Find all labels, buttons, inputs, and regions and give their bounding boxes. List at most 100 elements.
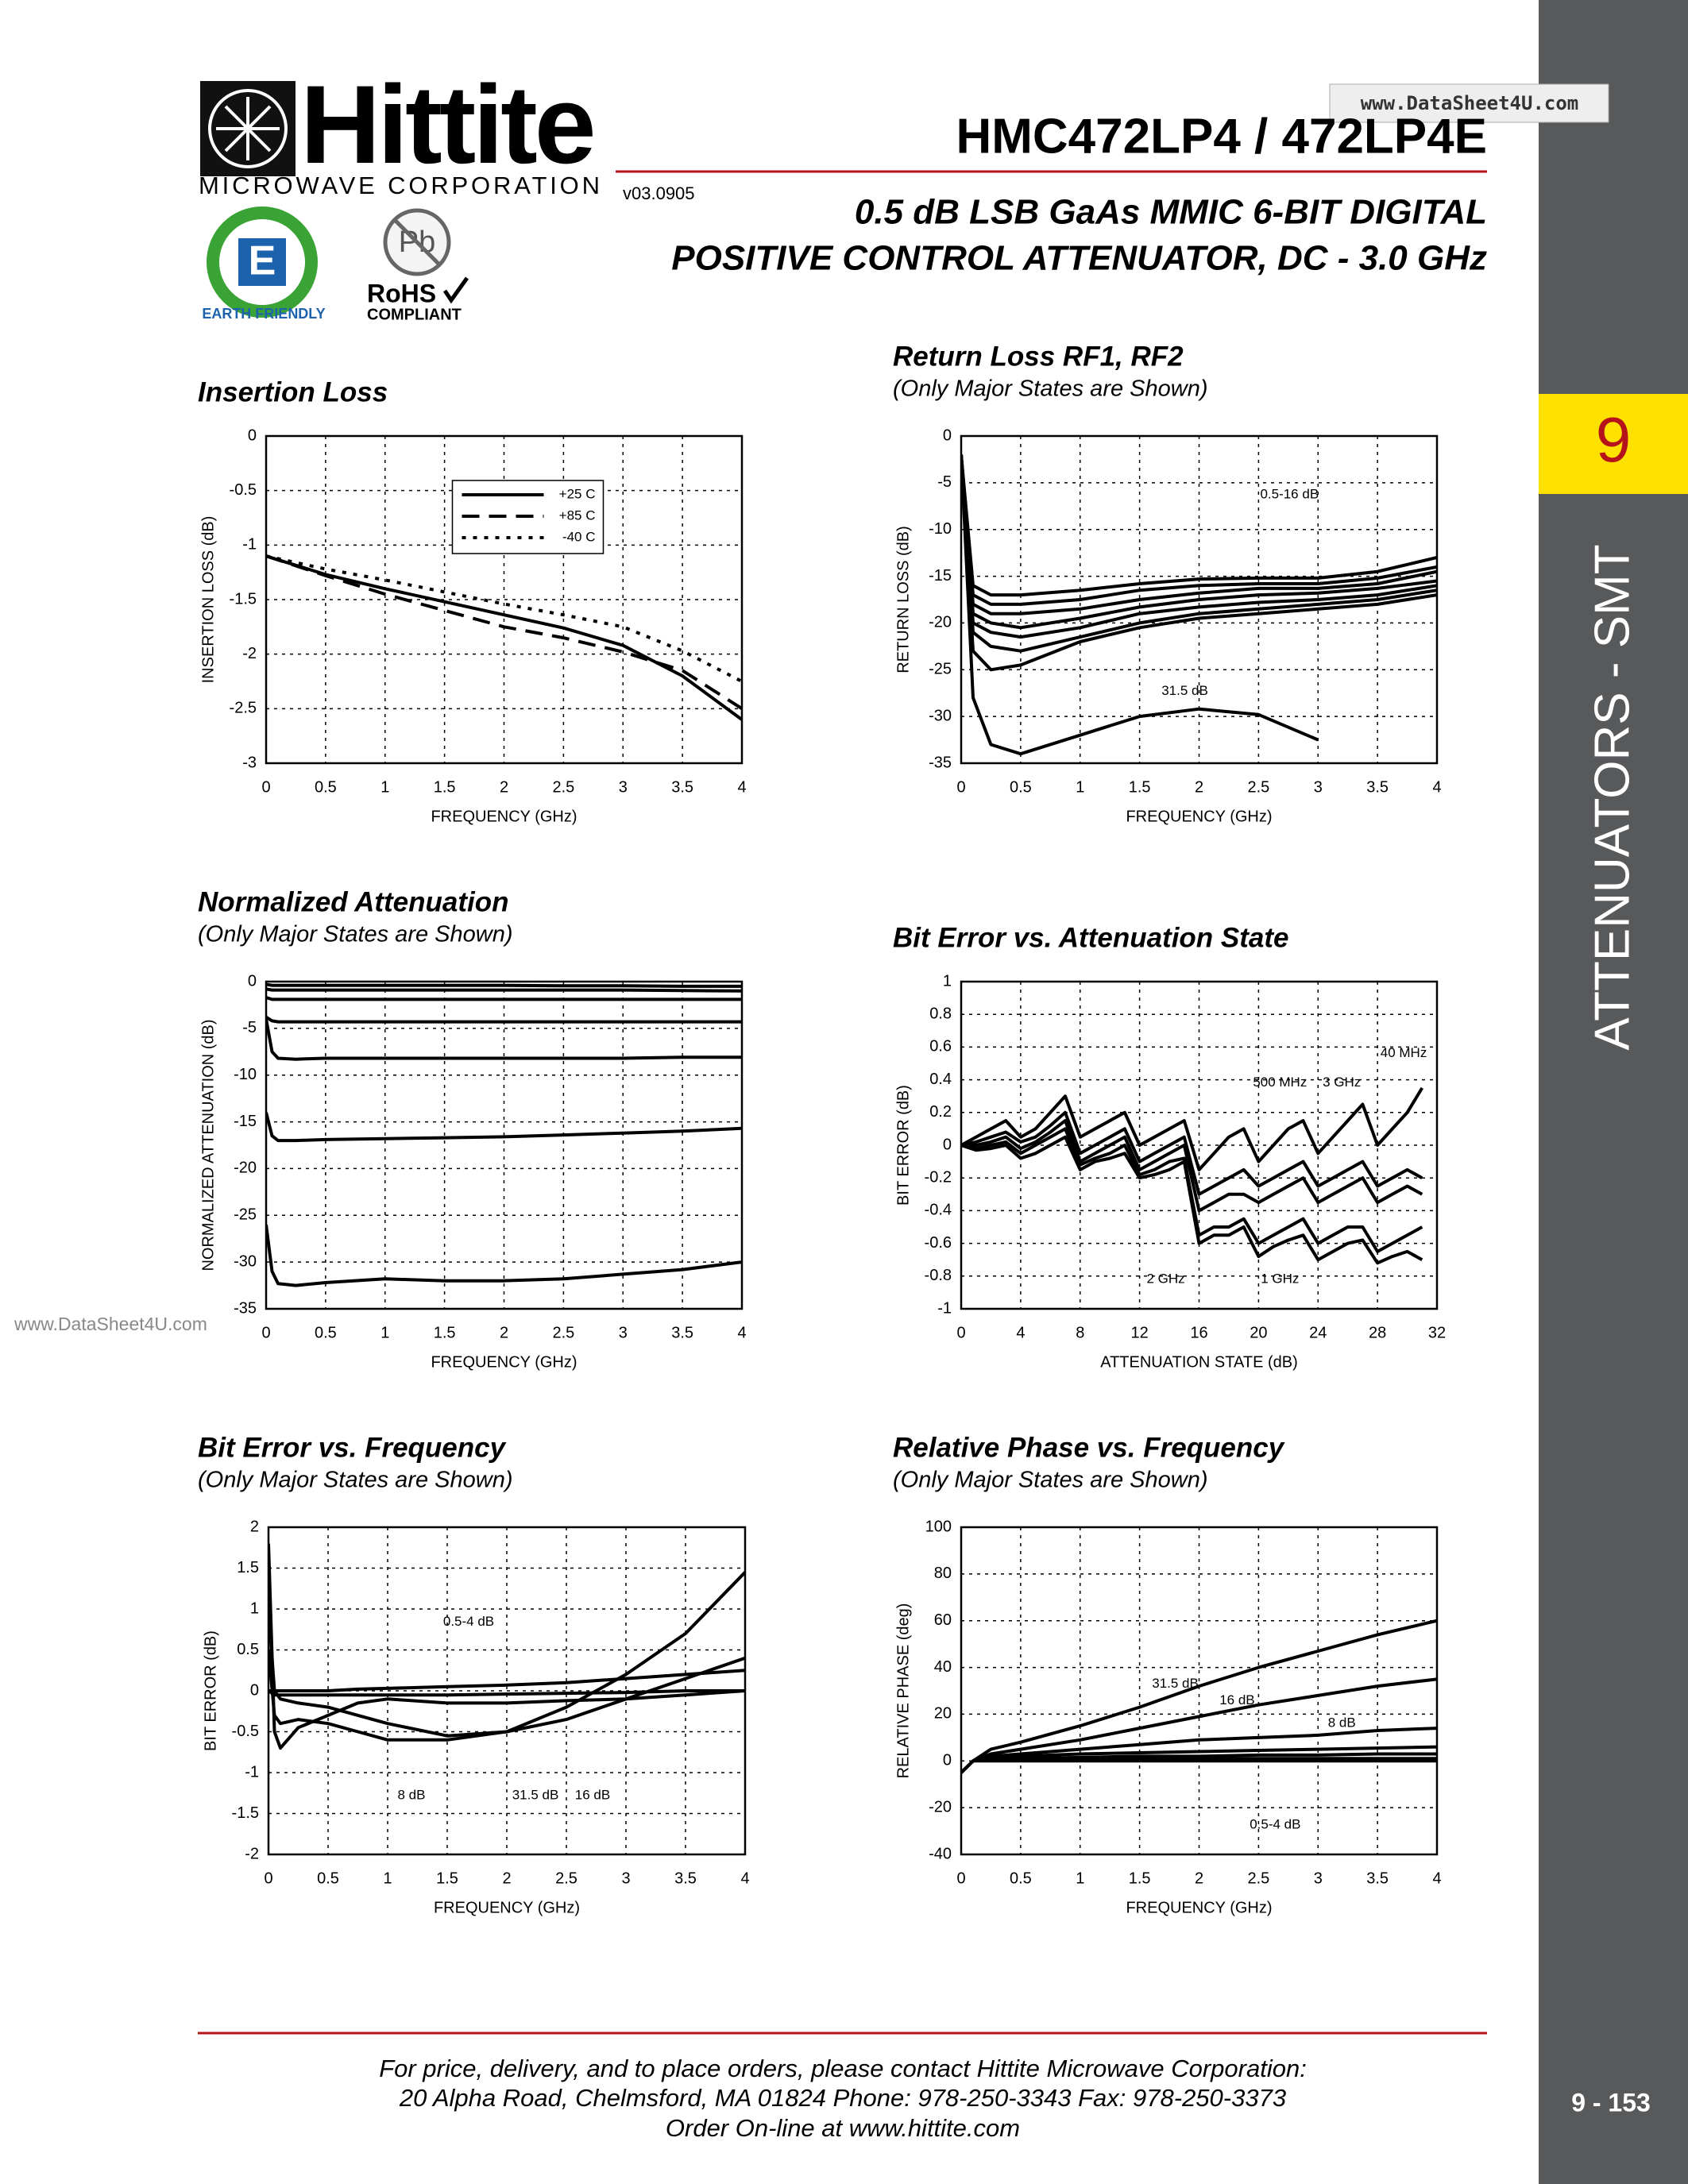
y-axis-label: RETURN LOSS (dB) [894, 526, 912, 673]
x-tick-label: 1 [1076, 778, 1084, 796]
x-tick-label: 8 [1076, 1324, 1084, 1341]
logo-emblem-ring [208, 89, 288, 168]
series-line [268, 1571, 745, 1742]
series-line [961, 454, 1437, 639]
x-tick-label: 0.5 [1010, 778, 1032, 796]
y-tick-label: -5 [242, 1019, 257, 1036]
y-tick-label: -10 [234, 1066, 257, 1083]
series-line [268, 1543, 745, 1750]
version: v03.0905 [623, 183, 695, 203]
annotation: 16 dB [575, 1787, 610, 1802]
x-tick-label: 4 [1432, 778, 1441, 796]
series-line [266, 982, 742, 988]
y-tick-label: 1.5 [237, 1559, 259, 1576]
rohs-check [442, 276, 469, 304]
series-line [268, 1689, 745, 1697]
earth-icon-letter: E [249, 238, 276, 284]
x-tick-label: 0.5 [315, 778, 337, 796]
annotation: 31.5 dB [512, 1787, 559, 1802]
y-tick-label: -20 [929, 614, 952, 631]
y-tick-label: 0.8 [929, 1005, 952, 1022]
x-tick-label: 1 [1076, 1870, 1084, 1887]
section-tab [1539, 394, 1688, 494]
annotation: 8 dB [398, 1787, 426, 1802]
x-tick-label: 1 [383, 1870, 392, 1887]
annotation: 0.5-4 dB [443, 1614, 494, 1629]
chart-subtitle: (Only Major States are Shown) [893, 376, 1207, 402]
chart-subtitle: (Only Major States are Shown) [198, 922, 512, 947]
chart-title: Normalized Attenuation [198, 886, 509, 917]
y-axis-label: BIT ERROR (dB) [202, 1630, 219, 1751]
x-tick-label: 2 [1195, 778, 1203, 796]
product-title: 0.5 dB LSB GaAs MMIC 6-BIT DIGITAL [855, 193, 1487, 232]
y-tick-label: -2 [245, 1845, 259, 1862]
x-tick-label: 1.5 [434, 778, 456, 796]
y-tick-label: 0 [250, 1681, 259, 1699]
series-line [266, 1112, 742, 1143]
watermark: www.DataSheet4U.com [14, 1314, 207, 1334]
x-tick-label: 0 [261, 1324, 270, 1341]
x-tick-label: 2 [502, 1870, 511, 1887]
x-tick-label: 3.5 [1366, 1870, 1389, 1887]
y-tick-label: -30 [234, 1252, 257, 1270]
series-line [266, 1016, 742, 1024]
series-line [266, 1224, 742, 1287]
series-line [266, 996, 742, 1001]
x-tick-label: 2.5 [552, 778, 574, 796]
x-tick-label: 1.5 [1129, 778, 1151, 796]
series-line [961, 1135, 1423, 1265]
x-tick-label: 1 [380, 778, 389, 796]
series-line [961, 454, 1437, 597]
x-tick-label: 2.5 [1247, 1870, 1269, 1887]
y-tick-label: -3 [242, 754, 257, 771]
y-tick-label: 0 [943, 1752, 952, 1769]
y-tick-label: -40 [929, 1845, 952, 1862]
x-tick-label: 3.5 [671, 1324, 693, 1341]
y-tick-label: -0.5 [232, 1723, 259, 1740]
y-tick-label: -25 [929, 661, 952, 678]
x-tick-label: 1 [380, 1324, 389, 1341]
x-tick-label: 32 [1428, 1324, 1446, 1341]
x-axis-label: ATTENUATION STATE (dB) [1100, 1353, 1298, 1371]
chart: Return Loss RF1, RF2 (Only Major States a… [893, 341, 1442, 825]
chart: Bit Error vs. Attenuation State 1 0.8 0.6 0.… [893, 922, 1446, 1371]
x-tick-label: 3 [1314, 778, 1323, 796]
y-tick-label: -30 [929, 707, 952, 724]
x-tick-label: 24 [1309, 1324, 1327, 1341]
earth-icon-box [238, 238, 286, 286]
page-number: 9 - 153 [1571, 2088, 1651, 2116]
x-tick-label: 4 [737, 778, 746, 796]
x-tick-label: 4 [1432, 1870, 1441, 1887]
y-tick-label: -1 [937, 1299, 952, 1317]
chart-title: Return Loss RF1, RF2 [893, 341, 1184, 372]
y-tick-label: 0 [248, 972, 257, 990]
chart: Normalized Attenuation (Only Major States… [198, 886, 747, 1371]
y-axis-label: RELATIVE PHASE (deg) [894, 1603, 912, 1779]
annotation: 2 GHz [1146, 1271, 1184, 1286]
y-tick-label: -2.5 [230, 700, 257, 717]
y-tick-label: 0 [248, 426, 257, 444]
series-line [961, 1110, 1423, 1196]
series-line [961, 1619, 1437, 1774]
series-line [961, 454, 1319, 756]
plot-frame [265, 434, 744, 765]
y-axis-label: INSERTION LOSS (dB) [199, 516, 217, 684]
y-tick-label: 0 [943, 1136, 952, 1153]
chart-title: Bit Error vs. Attenuation State [893, 922, 1289, 953]
chart-title: Insertion Loss [198, 376, 388, 407]
x-axis-label: FREQUENCY (GHz) [434, 1899, 580, 1916]
x-tick-label: 0 [261, 778, 270, 796]
legend-label: +85 C [559, 507, 596, 523]
annotation: 16 dB [1219, 1692, 1254, 1707]
series-line [961, 1086, 1424, 1171]
watermark: www.DataSheet4U.com [1361, 92, 1579, 114]
y-tick-label: -1.5 [232, 1804, 259, 1822]
annotation: 1 GHz [1261, 1271, 1299, 1286]
chart-subtitle: (Only Major States are Shown) [198, 1468, 512, 1493]
logo-subtext: MICROWAVE CORPORATION [199, 172, 600, 199]
logo-emblem-pattern [216, 97, 280, 160]
section-label: ATTENUATORS - SMT [1585, 544, 1640, 1050]
y-tick-label: -5 [937, 473, 952, 491]
x-tick-label: 0 [264, 1870, 272, 1887]
